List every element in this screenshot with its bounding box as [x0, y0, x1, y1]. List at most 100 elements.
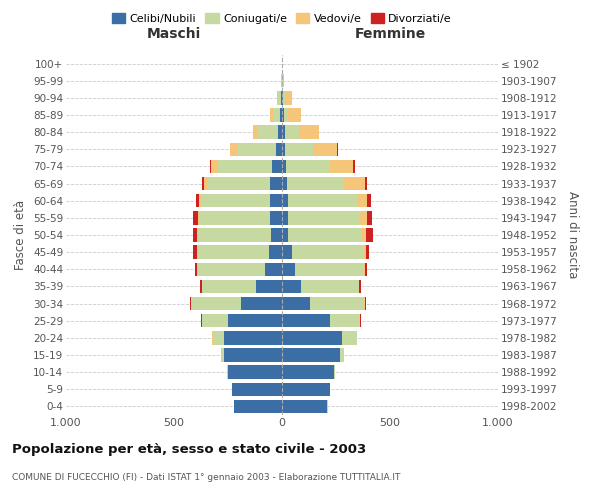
- Bar: [329, 314, 360, 328]
- Bar: [295, 262, 364, 276]
- Bar: [253, 126, 258, 139]
- Bar: [282, 400, 328, 413]
- Bar: [201, 194, 270, 207]
- Bar: [365, 297, 366, 310]
- Text: Popolazione per età, sesso e stato civile - 2003: Popolazione per età, sesso e stato civil…: [12, 442, 366, 456]
- Bar: [286, 160, 329, 173]
- Bar: [213, 331, 224, 344]
- Bar: [344, 177, 365, 190]
- Bar: [278, 126, 282, 139]
- Bar: [228, 366, 282, 379]
- Bar: [282, 211, 289, 224]
- Bar: [282, 280, 301, 293]
- Bar: [256, 280, 282, 293]
- Bar: [208, 177, 270, 190]
- Bar: [209, 160, 211, 173]
- Bar: [282, 108, 284, 122]
- Bar: [282, 246, 292, 259]
- Bar: [292, 246, 364, 259]
- Bar: [202, 314, 228, 328]
- Bar: [197, 228, 198, 241]
- Bar: [190, 297, 191, 310]
- Bar: [287, 177, 344, 190]
- Bar: [365, 177, 367, 190]
- Bar: [367, 211, 371, 224]
- Bar: [277, 91, 278, 104]
- Bar: [269, 246, 282, 259]
- Bar: [280, 108, 282, 122]
- Bar: [343, 331, 356, 344]
- Bar: [230, 142, 236, 156]
- Bar: [228, 314, 282, 328]
- Bar: [359, 280, 361, 293]
- Bar: [227, 366, 228, 379]
- Bar: [285, 126, 299, 139]
- Legend: Celibi/Nubili, Coniugati/e, Vedovi/e, Divorziati/e: Celibi/Nubili, Coniugati/e, Vedovi/e, Di…: [110, 10, 454, 26]
- Bar: [364, 262, 365, 276]
- Bar: [281, 91, 282, 104]
- Bar: [366, 246, 370, 259]
- Bar: [193, 246, 197, 259]
- Bar: [235, 400, 282, 413]
- Bar: [289, 228, 362, 241]
- Bar: [360, 211, 367, 224]
- Text: Maschi: Maschi: [147, 28, 201, 42]
- Text: Femmine: Femmine: [355, 28, 425, 42]
- Bar: [232, 382, 282, 396]
- Bar: [201, 314, 202, 328]
- Bar: [283, 74, 284, 88]
- Bar: [284, 108, 289, 122]
- Bar: [282, 297, 310, 310]
- Bar: [282, 91, 283, 104]
- Bar: [270, 177, 282, 190]
- Bar: [199, 211, 270, 224]
- Bar: [191, 297, 241, 310]
- Bar: [353, 160, 355, 173]
- Bar: [198, 262, 265, 276]
- Bar: [285, 142, 313, 156]
- Bar: [270, 211, 282, 224]
- Bar: [258, 126, 278, 139]
- Bar: [282, 382, 329, 396]
- Y-axis label: Anni di nascita: Anni di nascita: [566, 192, 579, 278]
- Bar: [340, 348, 344, 362]
- Bar: [272, 160, 282, 173]
- Bar: [198, 211, 199, 224]
- Bar: [282, 314, 329, 328]
- Bar: [283, 91, 285, 104]
- Text: COMUNE DI FUCECCHIO (FI) - Dati ISTAT 1° gennaio 2003 - Elaborazione TUTTITALIA.: COMUNE DI FUCECCHIO (FI) - Dati ISTAT 1°…: [12, 472, 400, 482]
- Bar: [289, 108, 301, 122]
- Bar: [367, 194, 371, 207]
- Bar: [218, 160, 272, 173]
- Bar: [236, 142, 275, 156]
- Bar: [200, 280, 202, 293]
- Bar: [265, 262, 282, 276]
- Bar: [282, 331, 343, 344]
- Bar: [270, 108, 274, 122]
- Bar: [334, 366, 335, 379]
- Bar: [198, 246, 269, 259]
- Bar: [365, 262, 367, 276]
- Bar: [282, 194, 289, 207]
- Bar: [198, 228, 271, 241]
- Bar: [282, 177, 287, 190]
- Bar: [275, 142, 282, 156]
- Bar: [271, 228, 282, 241]
- Bar: [362, 228, 366, 241]
- Bar: [329, 160, 353, 173]
- Bar: [195, 262, 197, 276]
- Bar: [289, 194, 358, 207]
- Bar: [282, 348, 340, 362]
- Bar: [364, 297, 365, 310]
- Bar: [202, 280, 256, 293]
- Bar: [274, 108, 280, 122]
- Bar: [301, 280, 359, 293]
- Bar: [197, 246, 198, 259]
- Bar: [221, 348, 224, 362]
- Bar: [358, 194, 367, 207]
- Bar: [204, 177, 208, 190]
- Bar: [270, 194, 282, 207]
- Bar: [282, 160, 286, 173]
- Bar: [224, 331, 282, 344]
- Bar: [211, 160, 218, 173]
